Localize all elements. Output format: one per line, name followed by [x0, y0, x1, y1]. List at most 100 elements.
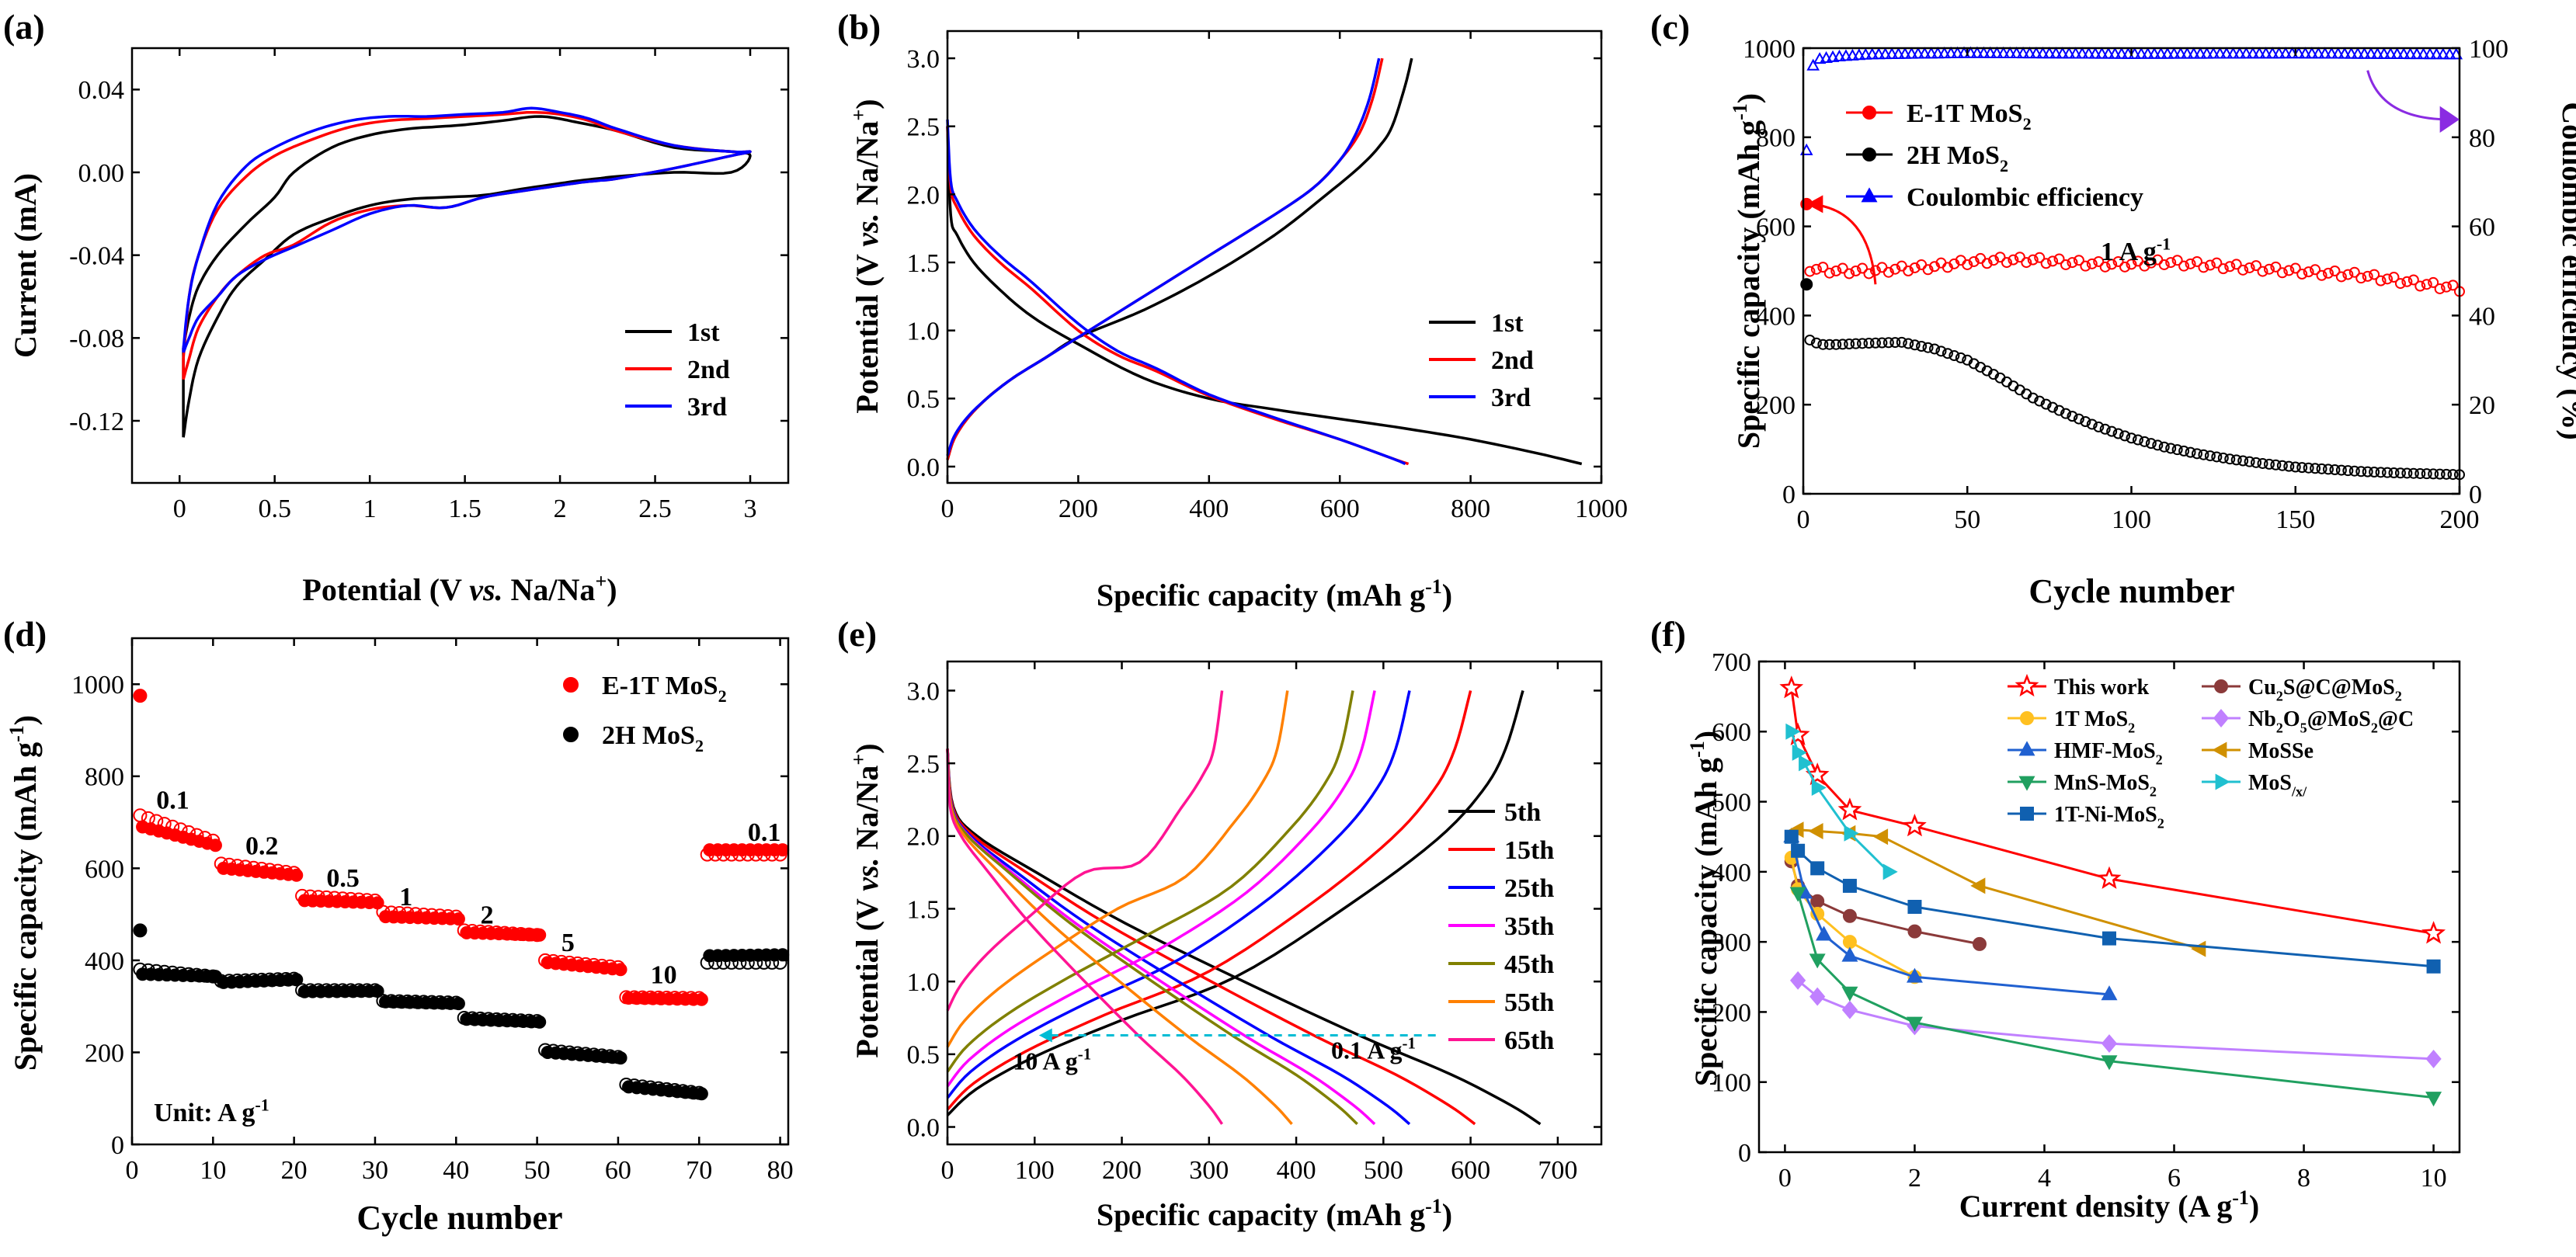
data-point — [1837, 262, 1848, 274]
data-point — [2388, 272, 2400, 283]
x-tick-label: 2.5 — [638, 495, 672, 523]
y-tick-label: 200 — [1756, 391, 1796, 420]
data-point — [2369, 466, 2380, 477]
y-tick-label: 600 — [1756, 214, 1796, 242]
data-point — [2310, 264, 2321, 276]
x-axis-label: Specific capacity (mAh g-1) — [1097, 1195, 1452, 1232]
data-point — [2257, 457, 2268, 469]
data-point — [2178, 445, 2190, 457]
x-axis-label: Cycle number — [2028, 572, 2234, 610]
legend-label: Nb2O5@MoS2@C — [2248, 707, 2414, 735]
x-tick-label: 200 — [1059, 495, 1098, 523]
data-point — [1869, 337, 1881, 349]
data-point — [2204, 450, 2216, 462]
data-point — [2145, 438, 2157, 450]
data-point — [1839, 49, 1853, 61]
data-point — [1850, 266, 1862, 276]
data-point — [1905, 47, 1918, 59]
data-point — [1955, 352, 1966, 363]
data-point — [1909, 339, 1921, 351]
gcd-curve-1st — [946, 126, 1583, 466]
data-point — [2080, 260, 2091, 272]
data-point — [2355, 273, 2367, 284]
x-axis-label: Specific capacity (mAh g-1) — [1097, 575, 1452, 613]
data-point — [2192, 255, 2202, 267]
data-point — [1898, 47, 1912, 59]
data-point — [1882, 266, 1894, 278]
data-point — [1810, 861, 1825, 876]
data-point — [2375, 467, 2387, 478]
x-tick-label: 1.5 — [448, 495, 481, 523]
data-point — [2102, 931, 2116, 946]
data-point — [1949, 350, 1960, 362]
data-point — [2003, 46, 2017, 58]
data-point — [1997, 46, 2011, 58]
data-point — [2086, 418, 2098, 430]
data-point — [1938, 47, 1951, 59]
data-point — [2200, 47, 2213, 59]
y-tick-label: 0.5 — [907, 385, 940, 414]
data-point — [2014, 252, 2025, 263]
data-point — [2414, 467, 2426, 479]
y-tick-label: 2.5 — [907, 113, 940, 142]
panel-label: (a) — [3, 7, 45, 47]
data-point — [1842, 908, 1857, 923]
legend-label: Cu2S@C@MoS2 — [2248, 675, 2402, 703]
y-tick-label: 1.5 — [907, 249, 940, 278]
data-point — [2270, 261, 2282, 273]
x-tick-label: 50 — [1954, 505, 1980, 534]
x-tick-label: 4 — [2038, 1164, 2051, 1193]
data-point — [1924, 47, 1938, 59]
cv-curve-3rd — [182, 106, 752, 353]
data-point — [2112, 255, 2124, 267]
data-point — [2010, 46, 2023, 59]
data-point — [2263, 263, 2275, 275]
data-point — [563, 677, 579, 693]
data-point — [2430, 47, 2443, 60]
x-tick-label: 400 — [1277, 1156, 1316, 1185]
data-point — [1977, 46, 1990, 58]
data-point — [1944, 46, 1958, 58]
data-point — [2086, 258, 2098, 269]
data-point — [1791, 843, 1806, 858]
x-tick-label: 60 — [605, 1156, 631, 1185]
data-point — [1885, 47, 1899, 60]
data-point — [2257, 266, 2268, 277]
data-point — [2158, 441, 2170, 453]
plot-frame — [130, 47, 790, 484]
data-point — [2447, 469, 2459, 481]
data-point — [2101, 1034, 2118, 1054]
x-tick-label: 100 — [1015, 1156, 1055, 1185]
data-point — [2215, 773, 2230, 790]
unit-text: Unit: A g-1 — [154, 1095, 269, 1127]
y2-tick-label: 60 — [2469, 214, 2495, 242]
data-point — [2375, 275, 2387, 286]
panel-label: (b) — [837, 7, 881, 47]
data-point — [2097, 866, 2122, 889]
data-point — [2034, 252, 2046, 263]
data-point — [1852, 48, 1866, 61]
data-point — [2369, 269, 2380, 280]
comparison-line-HMF-MoS2 — [1790, 836, 2110, 996]
data-point — [2018, 776, 2035, 791]
data-point — [1922, 264, 1934, 276]
data-point — [2421, 921, 2446, 944]
legend-label: 2H MoS2 — [1907, 141, 2008, 175]
data-point — [1862, 148, 1876, 161]
data-point — [614, 1051, 627, 1065]
x-tick-label: 600 — [1320, 495, 1360, 523]
data-point — [2152, 439, 2164, 451]
data-point — [2016, 47, 2030, 59]
data-point — [533, 928, 547, 942]
data-point — [2020, 711, 2034, 725]
data-point — [2168, 47, 2181, 59]
annotation-01: 0.1 A g-1 — [1331, 1035, 1416, 1064]
data-point — [1813, 52, 1827, 64]
data-point — [1841, 1000, 1858, 1019]
data-point — [1983, 46, 1997, 58]
data-point — [2174, 47, 2188, 59]
data-point — [2053, 405, 2065, 416]
rate-label: 2 — [481, 901, 494, 929]
data-point — [2106, 259, 2118, 270]
comparison-line-MnS-MoS2 — [1796, 892, 2434, 1099]
